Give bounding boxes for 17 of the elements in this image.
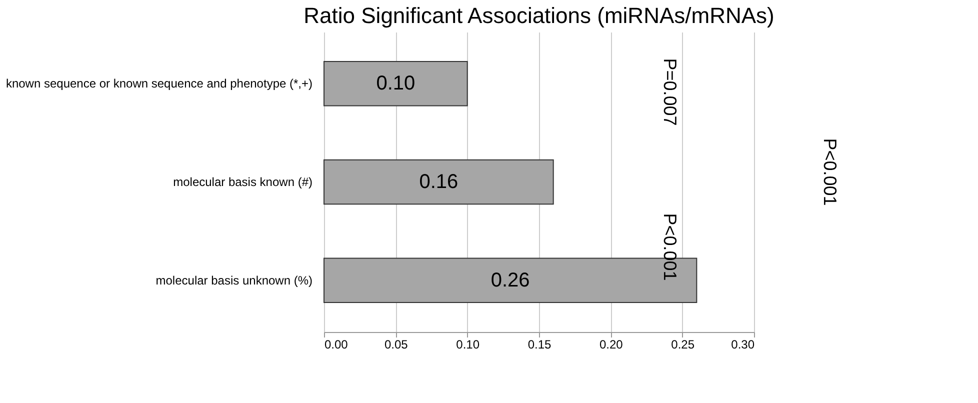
text: P<0.001 — [820, 138, 840, 206]
x-tick-label: 0.20 — [599, 338, 624, 352]
annotation: P<0.001 — [660, 213, 680, 281]
y-tick-label: molecular basis unknown (%) — [156, 273, 312, 288]
y-tick-label: molecular basis known (#) — [173, 175, 312, 189]
data-label: 0.10 — [376, 72, 416, 95]
data-label: 0.16 — [419, 171, 458, 193]
x-tick-label: 0.30 — [731, 338, 755, 352]
x-tick-label: 0.25 — [671, 338, 695, 352]
x-tick-label: 0.15 — [528, 338, 552, 352]
chart-title: Ratio Significant Associations (miRNAs/mRNAs) — [304, 3, 774, 28]
data-label: 0.26 — [490, 269, 530, 292]
annotation: P=0.007 — [660, 58, 680, 126]
x-tick-label: 0.05 — [384, 338, 408, 352]
x-tick-label: 0.00 — [324, 338, 348, 352]
y-tick-label: known sequence or known sequence and phenotype (*,+) — [6, 76, 312, 91]
x-tick-label: 0.10 — [456, 338, 480, 352]
